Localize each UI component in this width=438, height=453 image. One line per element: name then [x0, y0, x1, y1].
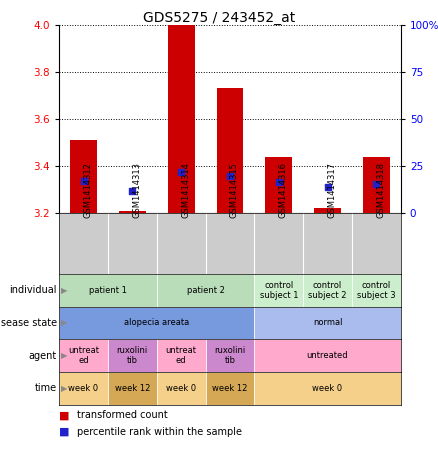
- Text: patient 2: patient 2: [187, 286, 225, 295]
- Bar: [108, 339, 157, 372]
- Bar: [352, 274, 401, 307]
- Text: GDS5275 / 243452_at: GDS5275 / 243452_at: [143, 11, 295, 25]
- Text: control
subject 1: control subject 1: [259, 281, 298, 300]
- Bar: [254, 307, 401, 339]
- Text: agent: agent: [29, 351, 57, 361]
- Text: patient 1: patient 1: [89, 286, 127, 295]
- Text: ▶: ▶: [61, 351, 68, 360]
- Point: [80, 178, 87, 185]
- Bar: [59, 307, 254, 339]
- Point: [178, 168, 185, 175]
- Bar: [157, 339, 205, 372]
- Text: individual: individual: [10, 285, 57, 295]
- Bar: [303, 274, 352, 307]
- Text: week 12: week 12: [115, 384, 150, 393]
- Bar: [205, 339, 254, 372]
- Text: normal: normal: [313, 318, 343, 328]
- Bar: [70, 140, 97, 213]
- Text: week 0: week 0: [166, 384, 196, 393]
- Text: disease state: disease state: [0, 318, 57, 328]
- Point: [226, 173, 233, 180]
- Point: [373, 180, 380, 187]
- Text: ruxolini
tib: ruxolini tib: [117, 346, 148, 365]
- Point: [324, 183, 331, 191]
- Text: GSM1414313: GSM1414313: [132, 162, 141, 218]
- Bar: [314, 208, 341, 213]
- Text: GSM1414318: GSM1414318: [376, 162, 385, 218]
- Text: alopecia areata: alopecia areata: [124, 318, 189, 328]
- Text: ▶: ▶: [61, 384, 68, 393]
- Text: ▶: ▶: [61, 286, 68, 295]
- Bar: [254, 339, 401, 372]
- Text: ■: ■: [59, 410, 70, 420]
- Text: GSM1414316: GSM1414316: [279, 162, 288, 218]
- Text: week 0: week 0: [68, 384, 99, 393]
- Text: percentile rank within the sample: percentile rank within the sample: [77, 427, 242, 437]
- Text: week 0: week 0: [312, 384, 343, 393]
- Bar: [363, 156, 390, 213]
- Text: control
subject 3: control subject 3: [357, 281, 396, 300]
- Text: ▶: ▶: [61, 318, 68, 328]
- Text: GSM1414315: GSM1414315: [230, 162, 239, 218]
- Bar: [168, 25, 194, 213]
- Bar: [157, 274, 254, 307]
- Text: control
subject 2: control subject 2: [308, 281, 347, 300]
- Bar: [119, 211, 146, 213]
- Bar: [59, 372, 108, 405]
- Text: week 12: week 12: [212, 384, 247, 393]
- Bar: [108, 372, 157, 405]
- Bar: [254, 372, 401, 405]
- Bar: [157, 372, 205, 405]
- Bar: [254, 274, 303, 307]
- Text: untreat
ed: untreat ed: [68, 346, 99, 365]
- Text: untreated: untreated: [307, 351, 348, 360]
- Text: ruxolini
tib: ruxolini tib: [214, 346, 246, 365]
- Bar: [216, 88, 244, 213]
- Point: [275, 179, 282, 186]
- Text: GSM1414314: GSM1414314: [181, 162, 190, 218]
- Point: [129, 187, 136, 194]
- Text: untreat
ed: untreat ed: [166, 346, 197, 365]
- Text: transformed count: transformed count: [77, 410, 167, 420]
- Text: GSM1414317: GSM1414317: [328, 162, 336, 218]
- Text: ■: ■: [59, 427, 70, 437]
- Text: GSM1414312: GSM1414312: [84, 162, 92, 218]
- Bar: [59, 274, 157, 307]
- Bar: [59, 339, 108, 372]
- Bar: [265, 156, 292, 213]
- Text: time: time: [35, 383, 57, 393]
- Bar: [205, 372, 254, 405]
